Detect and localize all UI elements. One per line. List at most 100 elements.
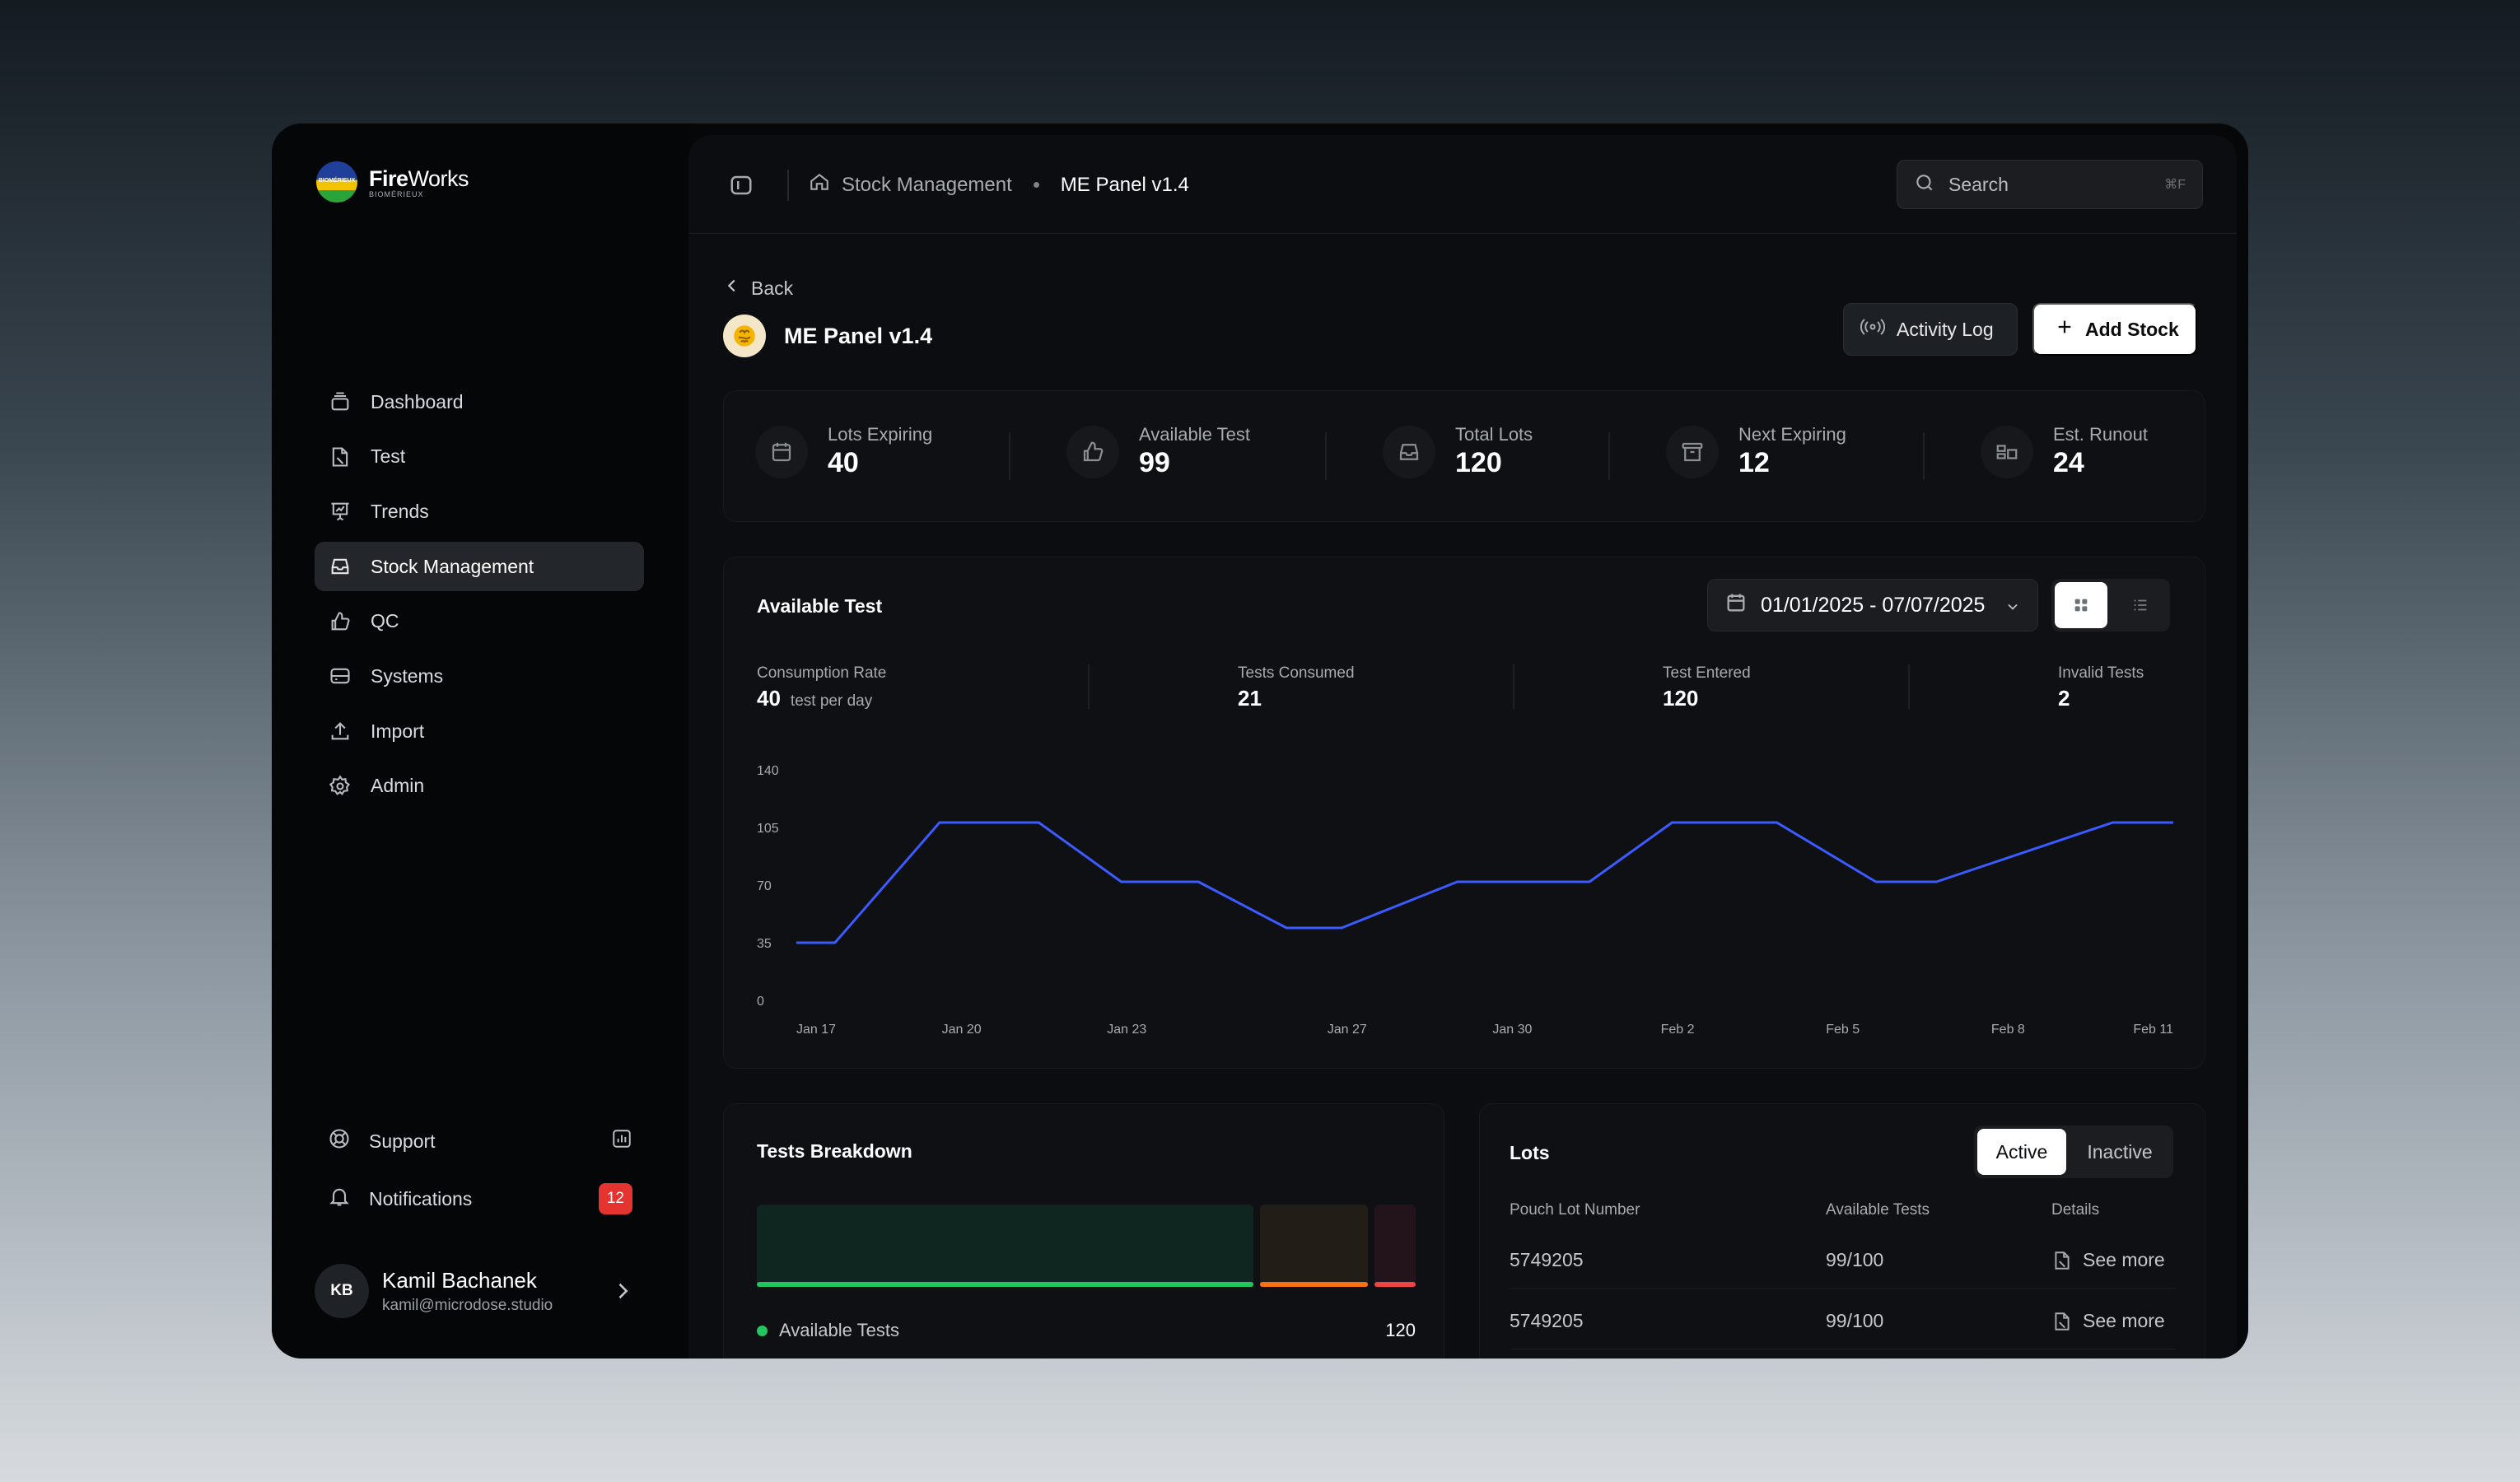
search-input[interactable]: [1948, 173, 2146, 196]
tab-active[interactable]: Active: [1977, 1129, 2066, 1175]
metric-value: 40: [757, 686, 781, 711]
x-tick-label: Jan 30: [1492, 1023, 1532, 1037]
sidebar: BIOMÉRIEUX FireWorks BIOMÉRIEUX Dashboar…: [272, 124, 688, 1358]
breadcrumb: Stock Management ME Panel v1.4: [809, 171, 1189, 198]
lot-number: 5749205: [1510, 1249, 1584, 1270]
brand-logo[interactable]: BIOMÉRIEUX FireWorks BIOMÉRIEUX: [316, 161, 469, 203]
add-stock-button[interactable]: Add Stock: [2032, 303, 2197, 356]
legend-value: 120: [1385, 1320, 1416, 1340]
sidebar-item-import[interactable]: Import: [315, 706, 644, 756]
sidebar-item-dashboard[interactable]: Dashboard: [315, 377, 644, 426]
activity-log-label: Activity Log: [1897, 318, 1994, 340]
divider: [1513, 664, 1514, 709]
stat-label: Est. Runout: [2053, 424, 2148, 445]
stat-value: 24: [2053, 447, 2084, 478]
activity-log-button[interactable]: Activity Log: [1843, 303, 2018, 356]
sidebar-item-support[interactable]: Support: [315, 1116, 644, 1166]
sidebar-item-label: Dashboard: [371, 390, 464, 412]
sidebar-nav: Dashboard Test Trends Stock Management Q…: [315, 377, 644, 817]
sidebar-toggle-icon[interactable]: [728, 173, 754, 202]
breakdown-bar-line: [1260, 1282, 1368, 1287]
stat-label: Lots Expiring: [828, 424, 933, 445]
divider: [1908, 664, 1910, 709]
stat-available-test: Available Test 99: [1066, 424, 1250, 479]
breadcrumb-current: ME Panel v1.4: [1060, 173, 1189, 196]
chevron-right-icon[interactable]: [611, 1279, 634, 1307]
grid-view-button[interactable]: [2055, 582, 2107, 628]
x-tick-label: Feb 11: [2133, 1023, 2173, 1037]
metric-label: Invalid Tests: [2058, 664, 2144, 682]
document-icon: [2055, 1312, 2070, 1331]
stat-value: 120: [1455, 447, 1502, 478]
upload-icon: [328, 719, 352, 743]
breadcrumb-stock-management[interactable]: Stock Management: [842, 173, 1012, 196]
metric-value: 120: [1663, 686, 1699, 711]
card-title: Tests Breakdown: [757, 1140, 912, 1162]
column-header: Details: [2051, 1201, 2100, 1219]
gear-icon: [328, 774, 352, 799]
view-toggle: [2051, 579, 2170, 631]
chevron-left-icon: [723, 277, 741, 300]
legend-label: Available Tests: [779, 1320, 899, 1340]
sidebar-item-label: Trends: [371, 500, 429, 522]
metric-test-entered: Test Entered 120: [1663, 664, 1751, 711]
breakdown-bar-segment: [1374, 1205, 1416, 1287]
back-button[interactable]: Back: [723, 277, 793, 300]
brain-icon: [723, 315, 766, 357]
metric-tests-consumed: Tests Consumed 21: [1238, 664, 1355, 711]
lot-number: 5749205: [1510, 1310, 1584, 1331]
test-icon: [328, 445, 352, 469]
support-label: Support: [369, 1130, 436, 1152]
runout-icon: [1981, 425, 2033, 478]
series-line: [796, 821, 2173, 944]
plus-icon: [2056, 318, 2074, 341]
metric-invalid-tests: Invalid Tests 2: [2058, 664, 2144, 711]
sidebar-item-admin[interactable]: Admin: [315, 762, 644, 811]
metric-label: Tests Consumed: [1238, 664, 1355, 682]
y-tick-label: 35: [757, 937, 772, 951]
user-profile[interactable]: KB Kamil Bachanek kamil@microdose.studio: [315, 1256, 644, 1326]
y-tick-label: 140: [757, 764, 779, 778]
x-tick-label: Jan 27: [1328, 1023, 1367, 1037]
stat-label: Total Lots: [1455, 424, 1533, 445]
divider: [787, 170, 789, 201]
metric-consumption-rate: Consumption Rate 40 test per day: [757, 664, 886, 711]
y-tick-label: 105: [757, 822, 779, 836]
see-more-label: See more: [2083, 1249, 2165, 1270]
sidebar-item-systems[interactable]: Systems: [315, 651, 644, 701]
sidebar-item-trends[interactable]: Trends: [315, 487, 644, 536]
divider: [1325, 432, 1327, 480]
sidebar-item-test[interactable]: Test: [315, 432, 644, 482]
card-title: Available Test: [757, 595, 883, 617]
table-row: 5749205 99/100 See more: [1510, 1290, 2177, 1349]
chevron-down-icon: [2004, 597, 2021, 621]
inbox-icon: [1383, 425, 1435, 478]
sidebar-item-label: QC: [371, 610, 399, 632]
sidebar-item-qc[interactable]: QC: [315, 597, 644, 646]
sidebar-item-stock-management[interactable]: Stock Management: [315, 542, 644, 592]
search-box[interactable]: ⌘F: [1897, 160, 2203, 209]
calendar-icon: [755, 425, 808, 478]
x-tick-label: Feb 2: [1661, 1023, 1695, 1037]
search-icon: [1914, 172, 1935, 198]
divider: [1923, 432, 1925, 480]
thumbs-up-icon: [328, 609, 352, 634]
user-name: Kamil Bachanek: [382, 1267, 537, 1293]
server-icon: [328, 664, 352, 688]
stat-lots-expiring: Lots Expiring 40: [755, 424, 932, 479]
available-tests: 99/100: [1826, 1310, 1884, 1331]
tab-inactive[interactable]: Inactive: [2087, 1140, 2153, 1163]
sidebar-item-notifications[interactable]: Notifications 12: [315, 1174, 644, 1223]
stat-value: 99: [1139, 447, 1170, 478]
sidebar-item-label: Systems: [371, 664, 444, 687]
column-header: Available Tests: [1826, 1201, 1930, 1219]
home-icon[interactable]: [809, 171, 830, 198]
divider: [1009, 432, 1010, 480]
list-view-button[interactable]: [2114, 582, 2167, 628]
y-tick-label: 0: [757, 995, 764, 1009]
see-more-link[interactable]: See more: [2051, 1310, 2165, 1332]
date-range-picker[interactable]: 01/01/2025 - 07/07/2025: [1707, 579, 2038, 631]
metric-value: 2: [2058, 686, 2070, 711]
see-more-link[interactable]: See more: [2051, 1249, 2165, 1271]
bar-chart-icon[interactable]: [611, 1128, 632, 1154]
